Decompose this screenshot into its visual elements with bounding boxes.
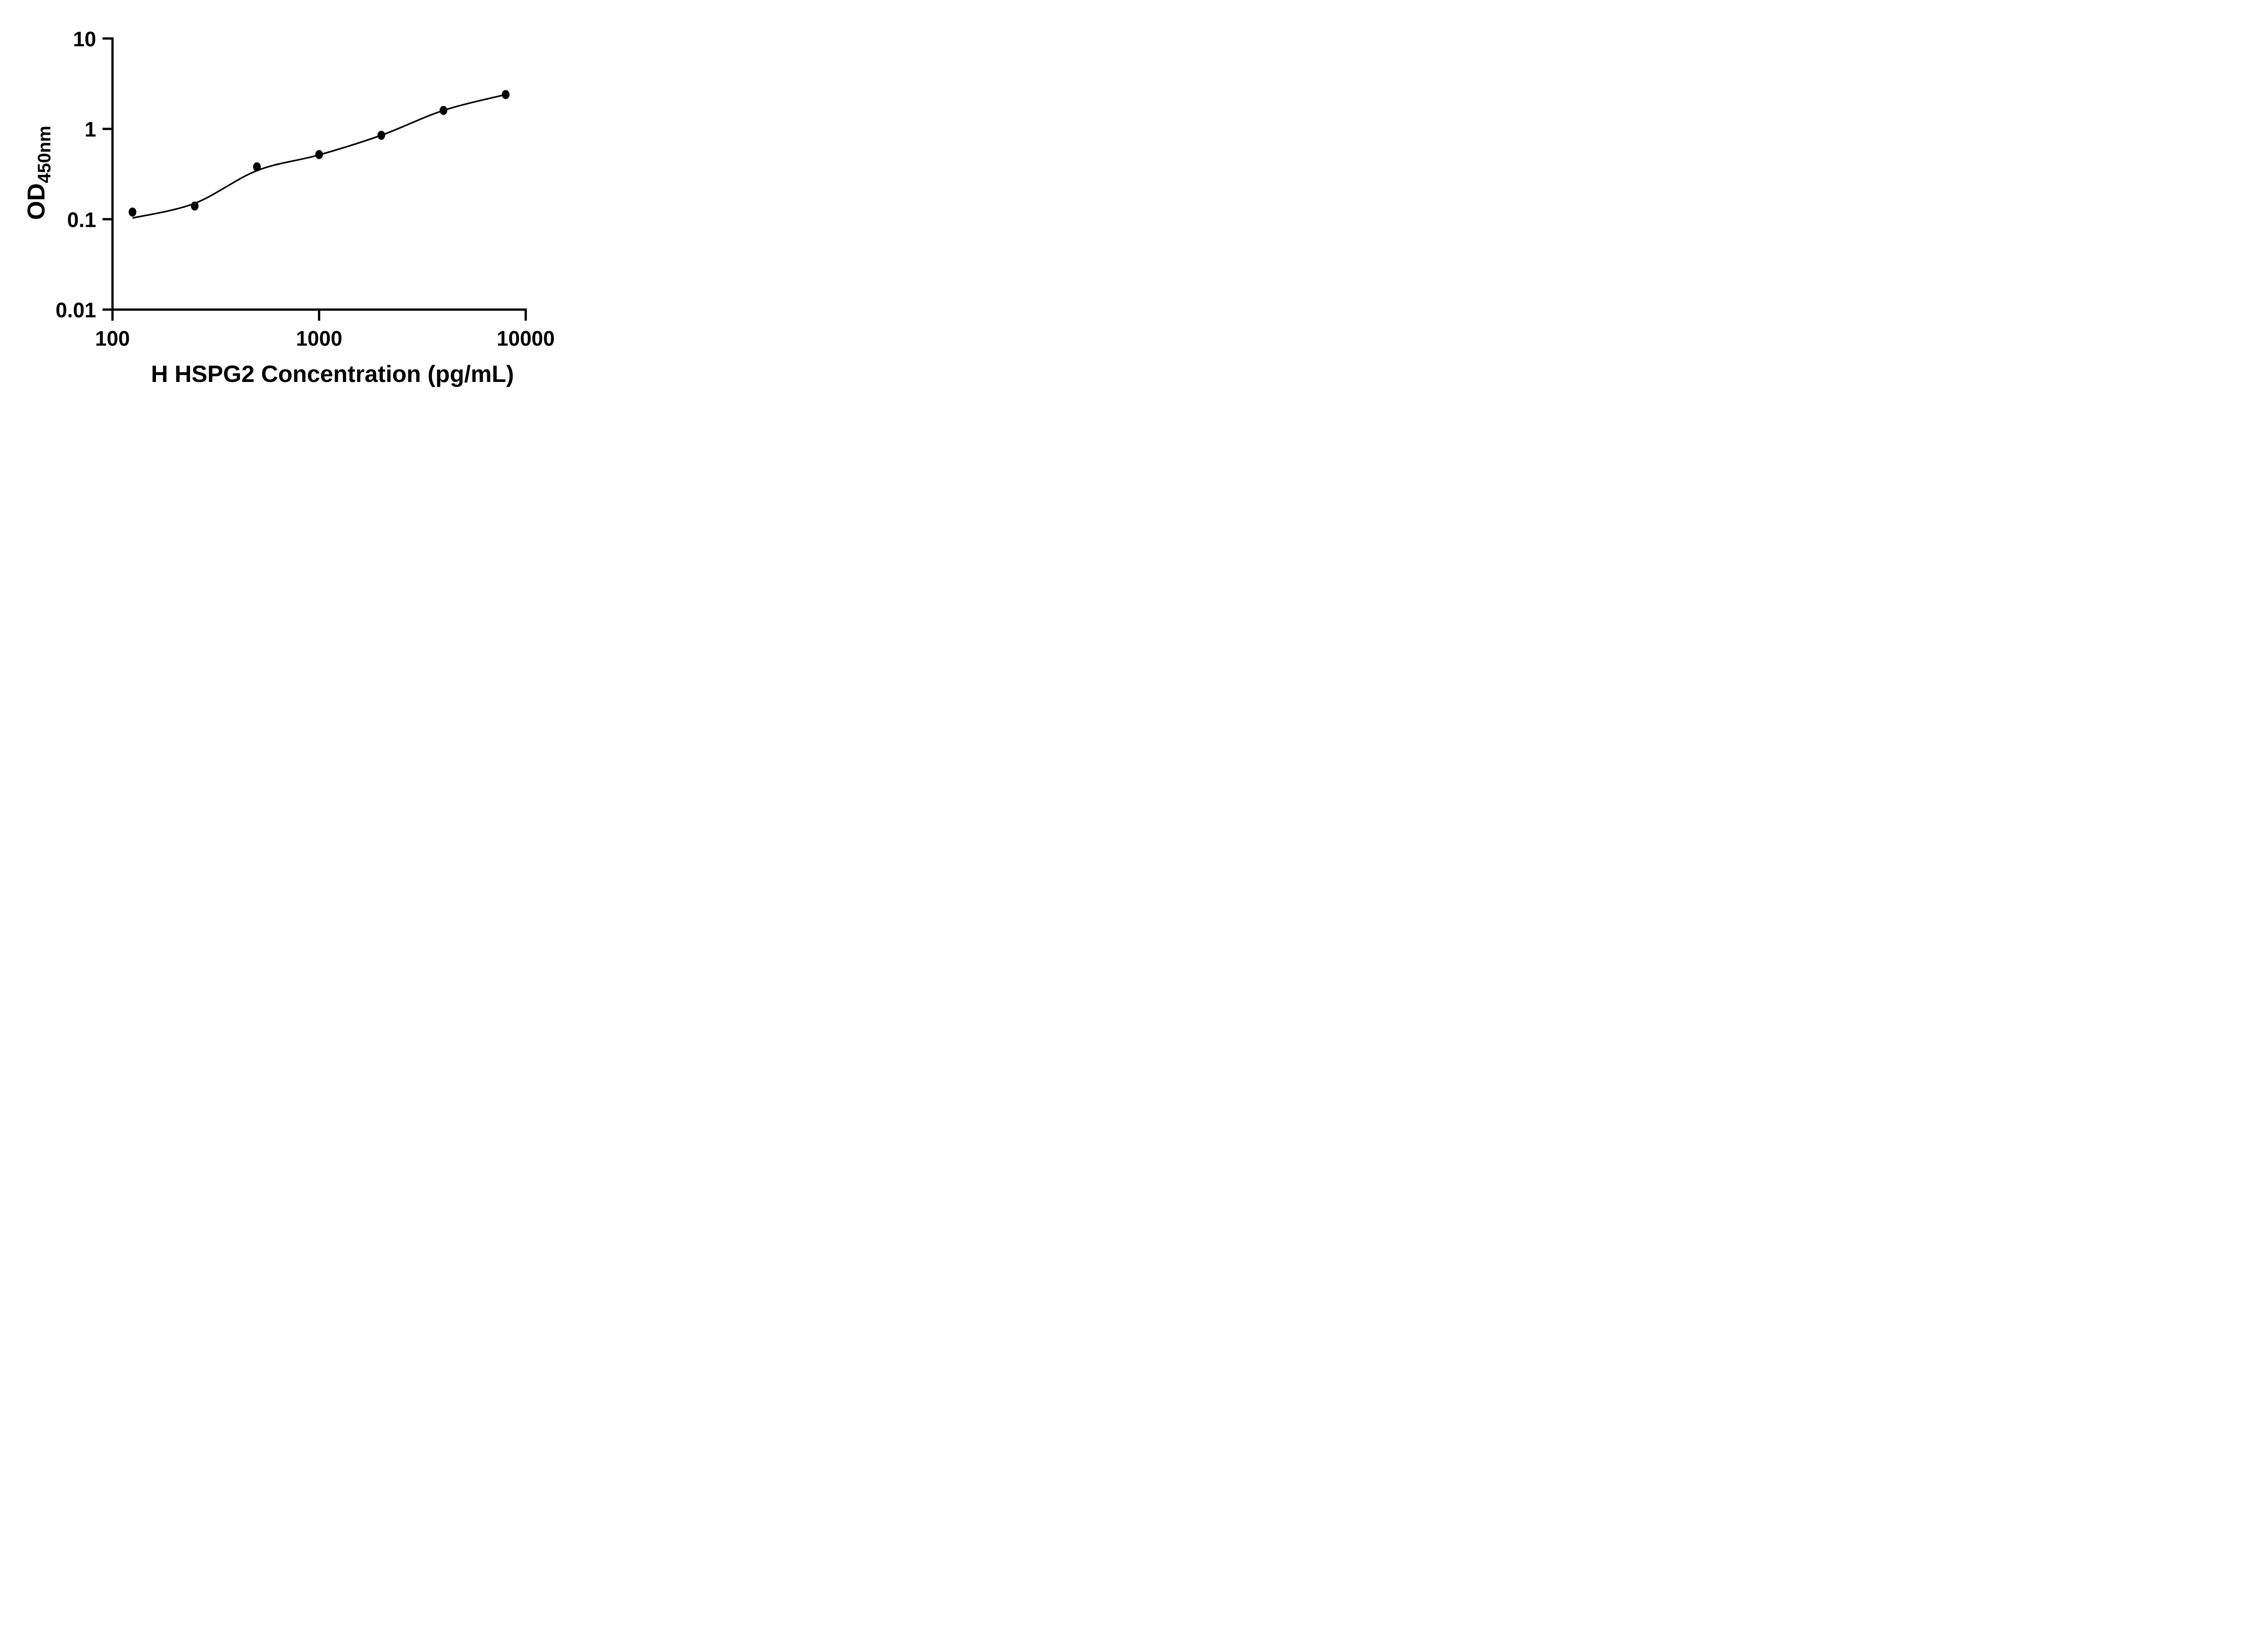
chart-canvas: 10 1 0.1 0.01 100 1000 10000 H HSPG2 Concentra… — [23, 27, 555, 387]
data-point — [502, 90, 510, 99]
data-point — [440, 106, 448, 115]
x-tick-label: 1000 — [296, 327, 342, 350]
y-tick-label: 0.1 — [67, 208, 96, 231]
x-tick-label: 10000 — [497, 327, 555, 350]
data-point — [315, 150, 323, 159]
svg-text:OD450nm: OD450nm — [23, 126, 54, 220]
y-axis-title: OD450nm — [23, 126, 54, 220]
x-tick-label: 100 — [95, 327, 130, 350]
y-tick-label: 1 — [84, 117, 96, 141]
y-tick-label: 10 — [73, 27, 96, 51]
x-axis-title: H HSPG2 Concentration (pg/mL) — [151, 361, 514, 387]
elisa-standard-curve-figure: 10 1 0.1 0.01 100 1000 10000 H HSPG2 Concentra… — [0, 0, 583, 408]
y-axis-title-subscript: 450nm — [34, 126, 54, 183]
data-point — [253, 162, 261, 171]
y-axis-title-main: OD — [23, 183, 50, 220]
y-tick-label: 0.01 — [55, 298, 96, 322]
data-point — [377, 131, 386, 140]
data-point — [191, 201, 199, 211]
data-point — [128, 207, 137, 217]
